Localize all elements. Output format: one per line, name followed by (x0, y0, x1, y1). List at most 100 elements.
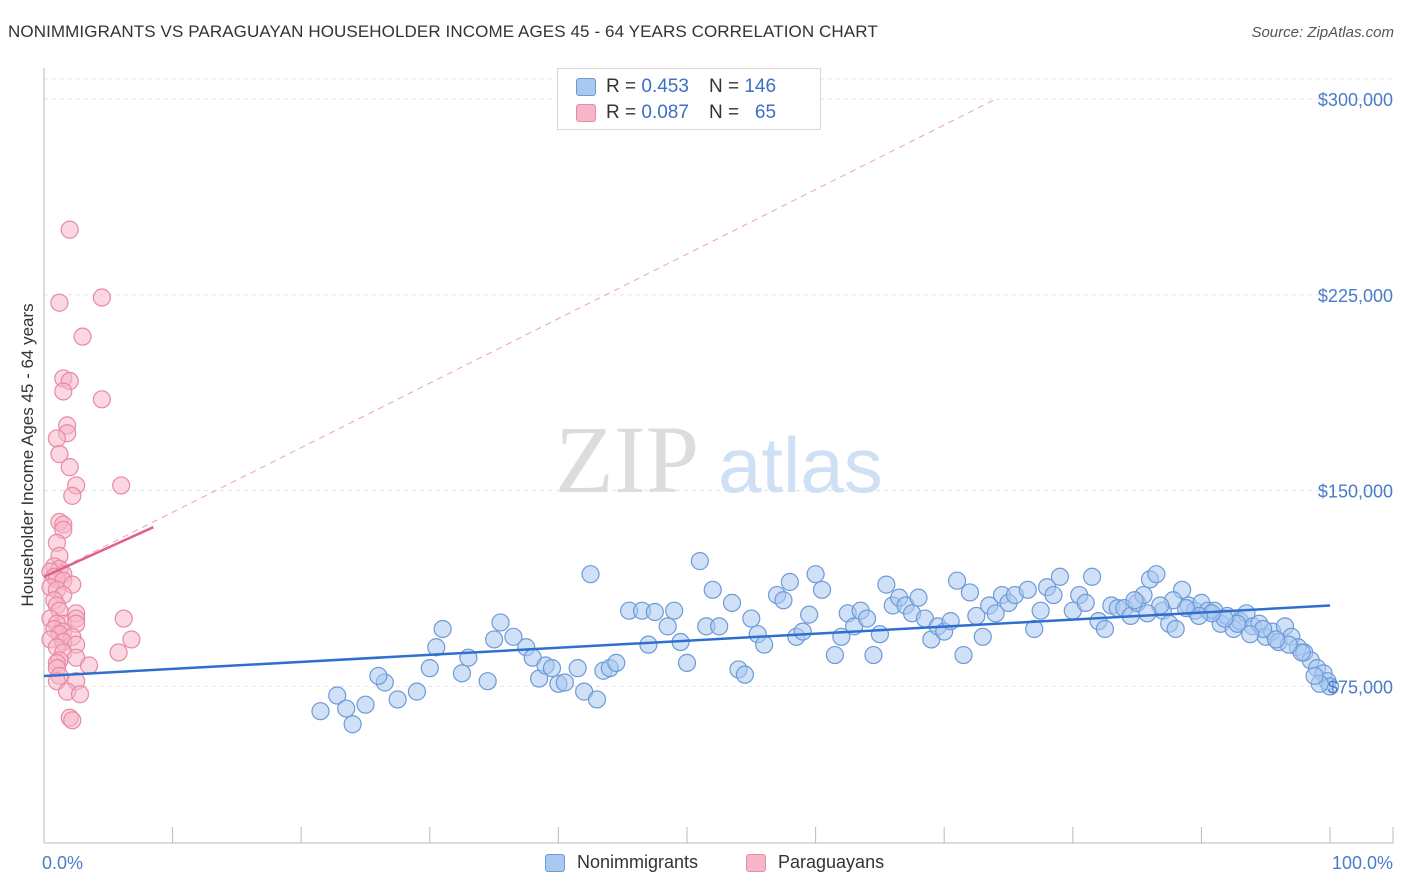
nonimmigrants-point (665, 601, 684, 620)
nonimmigrants-point (337, 699, 356, 718)
bottom-legend-label: Nonimmigrants (577, 852, 699, 872)
nonimmigrants-point (1147, 565, 1166, 584)
legend-n-value: 65 (754, 102, 777, 123)
nonimmigrants-point (1125, 591, 1144, 610)
nonimmigrants-point (555, 673, 574, 692)
nonimmigrants-point (780, 572, 799, 592)
nonimmigrants-point (1018, 580, 1037, 599)
nonimmigrants-point (587, 690, 607, 709)
nonimmigrants-point (1031, 601, 1050, 620)
nonimmigrants-point (504, 627, 523, 646)
nonimmigrants-point (710, 617, 729, 636)
legend-swatch-pink (576, 104, 596, 122)
nonimmigrants-point (870, 625, 890, 644)
nonimmigrants-point (1076, 593, 1095, 612)
y-tick-label: $150,000 (1318, 482, 1393, 502)
bottom-legend-label: Paraguayans (778, 852, 885, 872)
paraguayans-trend-line (43, 526, 154, 578)
legend-swatch-blue (576, 78, 596, 96)
nonimmigrants-point (703, 580, 722, 599)
watermark-atlas: atlas (718, 421, 883, 509)
nonimmigrants-point (388, 690, 407, 709)
legend-n-label: N = (708, 76, 740, 97)
paraguayans-point (50, 293, 69, 312)
y-tick-label: $225,000 (1318, 286, 1393, 306)
nonimmigrants-point (1241, 625, 1260, 644)
nonimmigrants-point (947, 571, 967, 590)
nonimmigrants-point (774, 591, 793, 610)
nonimmigrants-point (1095, 619, 1115, 639)
nonimmigrants-point (491, 613, 510, 632)
paraguayans-point (54, 382, 73, 401)
legend-r-label: R = (606, 102, 637, 123)
nonimmigrants-point (973, 627, 992, 646)
legend-row-nonimmigrants: R = 0.453 N = 146 (576, 74, 776, 100)
nonimmigrants-point (420, 659, 439, 678)
paraguayans-point (70, 685, 90, 704)
nonimmigrants-point (690, 552, 709, 571)
nonimmigrants-trend-line (43, 604, 1331, 678)
nonimmigrants-point (806, 565, 825, 584)
nonimmigrants-point (328, 686, 347, 705)
nonimmigrants-point (800, 605, 819, 624)
legend-n-label: N = (708, 102, 740, 123)
nonimmigrants-point (658, 617, 677, 636)
paraguayans-point (109, 643, 128, 662)
watermark-zip: ZIP (555, 406, 699, 513)
legend-n-value: 146 (744, 76, 777, 97)
bottom-legend-nonimmigrants: Nonimmigrants (545, 852, 698, 873)
nonimmigrants-point (735, 665, 754, 684)
nonimmigrants-point (607, 653, 626, 673)
nonimmigrants-point (1044, 585, 1063, 605)
nonimmigrants-points (311, 552, 1340, 734)
correlation-legend: R = 0.453 N = 146 R = 0.087 N = 65 (557, 68, 821, 130)
paraguayans-points (41, 220, 141, 730)
bottom-legend-swatch-blue (545, 853, 565, 872)
nonimmigrants-point (1050, 567, 1070, 586)
paraguayans-point (73, 327, 92, 346)
nonimmigrants-point (478, 672, 497, 691)
nonimmigrants-point (1166, 619, 1185, 639)
y-axis-label: Householder Income Ages 45 - 64 years (18, 303, 37, 606)
nonimmigrants-point (311, 702, 330, 721)
paraguayans-point (60, 220, 79, 239)
nonimmigrants-point (909, 588, 928, 607)
nonimmigrants-point (568, 659, 587, 678)
y-tick-label: $300,000 (1318, 90, 1393, 110)
nonimmigrants-point (1082, 567, 1102, 586)
chart-title: NONIMMIGRANTS VS PARAGUAYAN HOUSEHOLDER … (8, 22, 878, 41)
nonimmigrants-point (793, 622, 812, 641)
paraguayans-point (112, 476, 131, 495)
nonimmigrants-point (1305, 666, 1324, 686)
x-tick-label-max: 100.0% (1332, 853, 1393, 873)
nonimmigrants-point (960, 583, 980, 602)
nonimmigrants-point (877, 575, 896, 594)
nonimmigrants-point (645, 602, 664, 622)
nonimmigrants-point (722, 593, 742, 612)
legend-r-label: R = (606, 76, 637, 97)
paraguayans-point (60, 458, 79, 477)
nonimmigrants-point (986, 604, 1005, 623)
nonimmigrants-point (742, 609, 761, 628)
nonimmigrants-point (677, 653, 697, 673)
nonimmigrants-point (427, 638, 446, 657)
nonimmigrants-point (825, 645, 844, 665)
legend-r-value: 0.453 (641, 76, 689, 97)
paraguayans-point (79, 656, 99, 675)
paraguayans-point (47, 429, 66, 448)
legend-row-paraguayans: R = 0.087 N = 65 (576, 100, 776, 126)
y-tick-label: $75,000 (1328, 677, 1393, 697)
paraguayans-point (92, 288, 111, 307)
nonimmigrants-point (1266, 630, 1286, 649)
nonimmigrants-point (857, 609, 877, 628)
nonimmigrants-point (407, 682, 427, 701)
watermark: ZIP atlas (555, 406, 883, 513)
bottom-legend-swatch-pink (746, 853, 766, 872)
paraguayans-point (92, 390, 111, 409)
nonimmigrants-point (369, 666, 388, 686)
legend-r-value: 0.087 (641, 102, 689, 123)
trend-lines (43, 98, 1331, 678)
y-tick-labels: $75,000 $150,000 $225,000 $300,000 (1318, 90, 1393, 697)
nonimmigrants-point (954, 645, 973, 665)
